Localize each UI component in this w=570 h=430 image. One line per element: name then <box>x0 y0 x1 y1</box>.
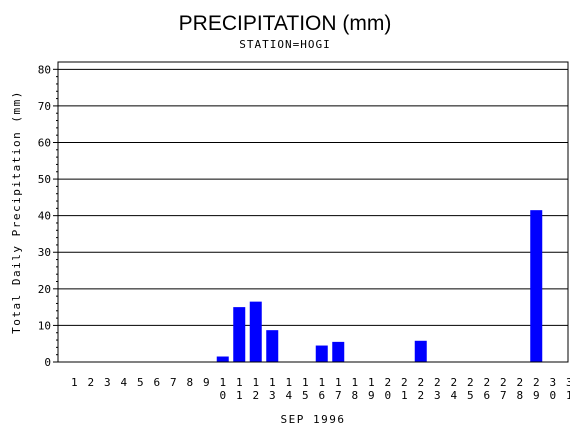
x-tick-label-part: 1 <box>236 389 243 402</box>
bar-day-12 <box>249 301 262 362</box>
x-tick-label: 1 <box>269 376 276 389</box>
x-tick-label-part: 6 <box>318 389 325 402</box>
x-tick-label-part: 1 <box>401 389 408 402</box>
x-tick-label: 1 <box>302 376 309 389</box>
x-tick-label-part: 9 <box>368 389 375 402</box>
x-tick-label: 1 <box>368 376 375 389</box>
x-tick-label: 1 <box>335 376 342 389</box>
bar-day-29 <box>530 210 543 362</box>
y-tick-label: 70 <box>38 100 51 113</box>
x-tick-label: 2 <box>533 376 540 389</box>
y-tick-label: 50 <box>38 173 51 186</box>
x-tick-label: 1 <box>71 376 78 389</box>
x-tick-label: 2 <box>87 376 94 389</box>
x-tick-label: 1 <box>236 376 243 389</box>
x-tick-label: 8 <box>186 376 193 389</box>
x-tick-label: 3 <box>549 376 556 389</box>
x-tick-label-part: 3 <box>269 389 276 402</box>
bar-day-16 <box>315 345 328 362</box>
bar-day-17 <box>332 341 345 362</box>
x-tick-label-part: 5 <box>302 389 309 402</box>
x-tick-label-part: 9 <box>533 389 540 402</box>
y-tick-label: 30 <box>38 246 51 259</box>
x-tick-label: 6 <box>153 376 160 389</box>
y-tick-label: 40 <box>38 210 51 223</box>
x-tick-label-part: 1 <box>566 389 570 402</box>
y-tick-label: 20 <box>38 283 51 296</box>
x-tick-label-part: 4 <box>285 389 292 402</box>
x-tick-label: 2 <box>516 376 523 389</box>
x-tick-label: 2 <box>450 376 457 389</box>
x-tick-label: 1 <box>285 376 292 389</box>
y-tick-label: 60 <box>38 136 51 149</box>
x-tick-label: 9 <box>203 376 210 389</box>
y-axis-ticks: 0 10 20 30 40 50 60 70 80 <box>38 63 58 369</box>
x-tick-label: 1 <box>219 376 226 389</box>
x-tick-label: 2 <box>417 376 424 389</box>
x-tick-label: 2 <box>434 376 441 389</box>
bars <box>216 210 543 362</box>
x-tick-label: 2 <box>500 376 507 389</box>
x-tick-label: 3 <box>566 376 570 389</box>
x-tick-label-part: 0 <box>384 389 391 402</box>
y-tick-label: 80 <box>38 63 51 76</box>
x-tick-label-part: 0 <box>219 389 226 402</box>
bar-day-10 <box>216 356 229 362</box>
x-tick-label: 1 <box>318 376 325 389</box>
x-axis-ticks: 1 2 3 4 5 6 7 8 9 1011121314151617181920212223242… <box>71 376 570 402</box>
chart-subtitle: STATION=HOGI <box>239 38 330 51</box>
x-tick-label-part: 7 <box>500 389 507 402</box>
x-tick-label: 2 <box>384 376 391 389</box>
y-tick-label: 0 <box>44 356 51 369</box>
bar-day-22 <box>414 340 427 362</box>
x-tick-label-part: 8 <box>351 389 358 402</box>
x-axis-label: SEP 1996 <box>281 413 346 426</box>
x-tick-label: 5 <box>137 376 144 389</box>
x-tick-label-part: 4 <box>450 389 457 402</box>
x-tick-label-part: 2 <box>252 389 259 402</box>
x-tick-label: 1 <box>252 376 259 389</box>
bar-day-11 <box>233 307 246 362</box>
x-tick-label-part: 0 <box>549 389 556 402</box>
x-tick-label-part: 2 <box>417 389 424 402</box>
plot-frame <box>57 61 569 363</box>
x-tick-label-part: 3 <box>434 389 441 402</box>
x-tick-label: 3 <box>104 376 111 389</box>
x-tick-label-part: 7 <box>335 389 342 402</box>
chart-title: PRECIPITATION (mm) <box>179 12 392 35</box>
x-tick-label-part: 8 <box>516 389 523 402</box>
x-tick-label-part: 6 <box>483 389 490 402</box>
x-tick-label: 4 <box>120 376 127 389</box>
x-tick-label: 2 <box>467 376 474 389</box>
x-tick-label: 1 <box>351 376 358 389</box>
y-tick-label: 10 <box>38 319 51 332</box>
gridlines <box>58 68 568 326</box>
x-tick-label: 7 <box>170 376 177 389</box>
x-tick-label: 2 <box>401 376 408 389</box>
bar-day-13 <box>266 330 279 362</box>
y-axis-label: Total Daily Precipitation (mm) <box>10 90 23 334</box>
x-tick-label-part: 5 <box>467 389 474 402</box>
x-tick-label: 2 <box>483 376 490 389</box>
